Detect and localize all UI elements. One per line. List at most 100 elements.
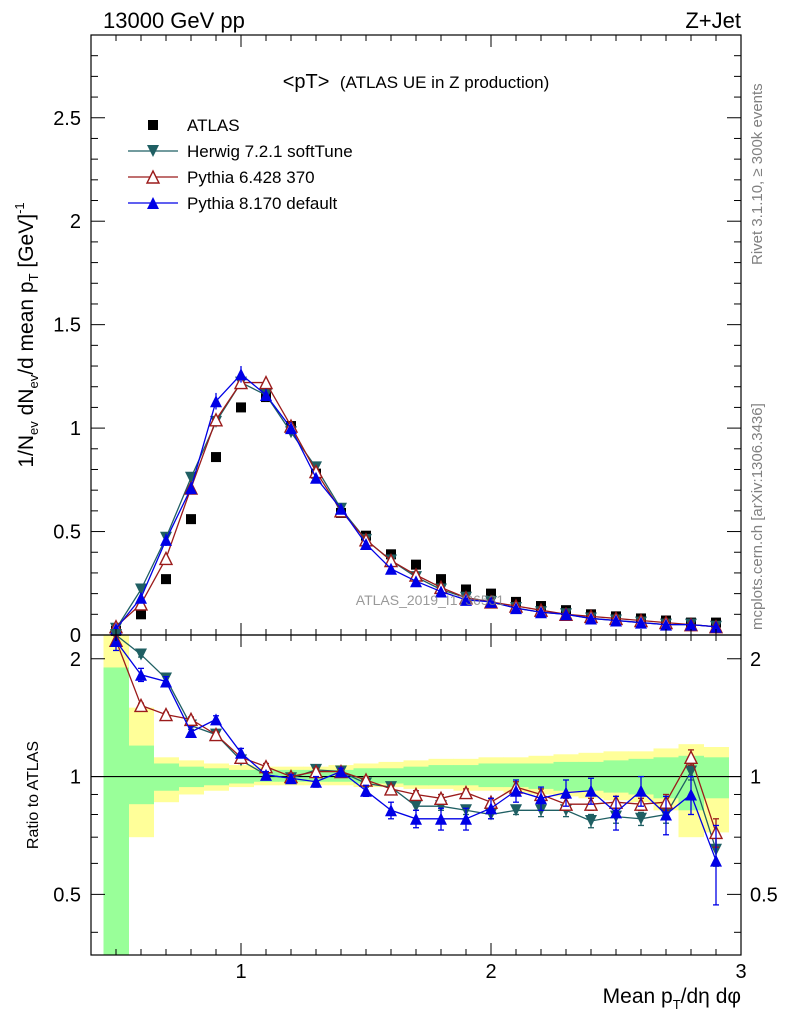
- pythia-8-170-default-main-point: [360, 537, 372, 550]
- band-green-bin: [478, 763, 504, 788]
- axis-tick-labels: 1 2 3 0 0.5 1 1.5 2 2.5 0.5 0.5 1 1 2 2: [53, 108, 778, 983]
- atlas-main-point: [186, 514, 196, 525]
- legend: ATLAS Herwig 7.2.1 softTune Pythia 6.428…: [128, 116, 353, 213]
- pythia-8-170-default-main-point: [285, 422, 297, 435]
- ratio-y-tick-label-left: 2: [70, 649, 81, 671]
- pythia-6-428-370-main-point: [158, 550, 174, 566]
- pythia-8-170-default-main-point: [435, 585, 447, 598]
- band-green-bin: [653, 757, 679, 799]
- pythia-8-170-default-ratio-point: [560, 786, 572, 799]
- legend-marker-herwig-7-2-1-softtune: [147, 145, 159, 157]
- band-green-bin: [503, 763, 529, 788]
- pythia-8-170-default-ratio-point: [310, 775, 322, 788]
- pythia-8-170-default-main-point: [510, 602, 522, 615]
- legend-marker-atlas: [148, 120, 158, 130]
- band-green-bin: [128, 745, 154, 805]
- pythia-8-170-default-main-point: [310, 471, 322, 484]
- pythia-8-170-default-ratio-point: [160, 675, 172, 688]
- analysis-watermark: ATLAS_2019_I1736531: [356, 592, 505, 608]
- pythia-8-170-default-main-point: [335, 502, 347, 515]
- pythia-8-170-default-ratio-point: [710, 854, 722, 867]
- pythia-8-170-default-main-point: [185, 482, 197, 495]
- pythia-6-428-370-ratio-point: [408, 786, 424, 802]
- pythia-8-170-default-ratio-point: [360, 784, 372, 797]
- pythia-8-170-default-main-line: [115, 373, 717, 630]
- pythia-8-170-default-main-point: [485, 595, 497, 608]
- pythia-6-428-370-ratio-point: [133, 697, 149, 713]
- process-label: Z+Jet: [685, 8, 741, 33]
- pythia-8-170-default-main-point: [260, 389, 272, 401]
- pythia-8-170-default-ratio-point: [135, 668, 147, 681]
- pythia-6-428-370-ratio-point: [458, 785, 474, 800]
- pythia-8-170-default-ratio-point: [660, 808, 672, 821]
- pythia-8-170-default-main-point: [710, 620, 722, 633]
- pythia-6-428-370-ratio-point: [158, 707, 174, 722]
- plot-title-main: <pT>: [283, 71, 330, 93]
- energy-label: 13000 GeV pp: [103, 8, 245, 33]
- pythia-6-428-370-main-point: [258, 375, 274, 390]
- pythia-8-170-default-ratio-point: [110, 635, 122, 648]
- pythia-6-428-370-ratio-point: [683, 749, 699, 765]
- pythia-8-170-default-ratio-point: [285, 772, 297, 785]
- legend-marker-pythia-8-170-default: [147, 197, 159, 209]
- pythia-8-170-default-ratio-point: [435, 812, 447, 825]
- pythia-8-170-default-ratio-point: [335, 765, 347, 778]
- legend-label-pythia8: Pythia 8.170 default: [187, 194, 338, 213]
- legend-label-atlas: ATLAS: [187, 116, 240, 135]
- x-axis-label: Mean pT/dη dφ: [603, 985, 741, 1012]
- pythia-8-170-default-ratio-point: [210, 713, 222, 726]
- ratio-y-tick-label-left: 0.5: [53, 884, 81, 906]
- mcplots-label: mcplots.cern.ch [arXiv:1306.3436]: [749, 403, 766, 630]
- pythia-6-428-370-main-line: [115, 381, 717, 628]
- pythia-6-428-370-ratio-point: [183, 711, 199, 727]
- atlas-main-point: [461, 584, 471, 595]
- pythia-8-170-default-ratio-point: [510, 784, 522, 797]
- pythia-8-170-default-ratio-point: [585, 784, 597, 797]
- pythia-8-170-default-main-point: [660, 618, 672, 631]
- atlas-main-point: [486, 588, 496, 599]
- pythia-6-428-370-ratio-point: [383, 781, 399, 796]
- ratio-y-tick-label-right: 1: [750, 767, 761, 789]
- x-tick-label: 2: [485, 961, 496, 983]
- band-green-bin: [103, 667, 129, 955]
- pythia-8-170-default-main-point: [610, 614, 622, 627]
- pythia-6-428-370-ratio-point: [208, 727, 224, 742]
- pythia-6-428-370-ratio-point: [433, 790, 449, 805]
- pythia-8-170-default-main-point: [235, 368, 247, 381]
- pythia-8-170-default-main-point: [685, 618, 697, 631]
- herwig-7-2-1-softtune-main-point: [135, 583, 147, 596]
- pythia-8-170-default-ratio-point: [235, 746, 247, 759]
- ratio-y-tick-label-left: 1: [70, 767, 81, 789]
- band-green-bin: [428, 765, 454, 786]
- pythia-8-170-default-ratio-point: [485, 802, 497, 815]
- pythia-8-170-default-main-point: [410, 575, 422, 588]
- herwig-7-2-1-softtune-ratio-point: [635, 812, 647, 825]
- pythia-8-170-default-main-point: [160, 533, 172, 546]
- herwig-7-2-1-softtune-ratio-point: [585, 814, 597, 827]
- pythia-8-170-default-ratio-point: [410, 812, 422, 825]
- pythia-8-170-default-main-point: [460, 593, 472, 606]
- plot-title-sub: (ATLAS UE in Z production): [340, 73, 549, 92]
- pythia-8-170-default-ratio-point: [635, 784, 647, 797]
- pythia-8-170-default-main-point: [560, 608, 572, 621]
- main-y-tick-label: 0.5: [53, 522, 81, 544]
- main-y-tick-label: 2: [70, 211, 81, 233]
- atlas-main-point: [411, 559, 421, 570]
- pythia-8-170-default-ratio-point: [260, 768, 272, 781]
- pythia-8-170-default-main-point: [210, 395, 222, 408]
- main-y-axis-label: 1/Nev dNev/d mean pT [GeV]-1: [12, 202, 41, 467]
- legend-marker-pythia-6-428-370: [145, 169, 161, 184]
- pythia-8-170-default-ratio-point: [460, 812, 472, 825]
- pythia-8-170-default-main-point: [135, 591, 147, 604]
- axis-ticks: [90, 35, 742, 955]
- pythia-6-428-370-main-point: [133, 596, 149, 611]
- atlas-main-point: [211, 452, 221, 463]
- main-y-tick-label: 2.5: [53, 108, 81, 130]
- herwig-7-2-1-softtune-ratio-point: [410, 800, 422, 813]
- ratio-y-tick-label-right: 0.5: [750, 884, 778, 906]
- pythia-8-170-default-main-point: [585, 612, 597, 625]
- x-tick-label: 1: [235, 961, 246, 983]
- herwig-7-2-1-softtune-main-point: [185, 471, 197, 484]
- x-tick-label: 3: [735, 961, 746, 983]
